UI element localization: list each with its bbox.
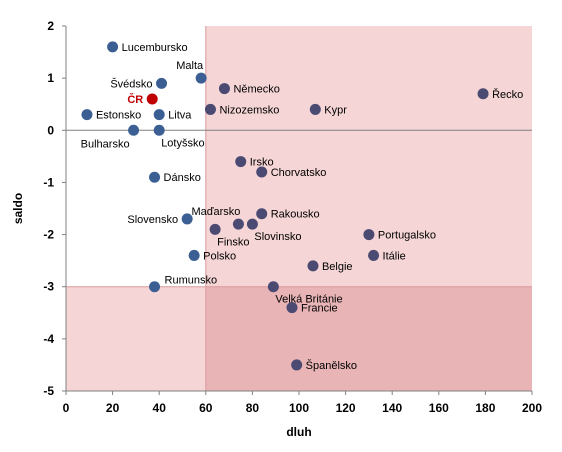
point-portugalsko xyxy=(363,229,375,241)
label-spanelsko: Španělsko xyxy=(306,359,357,372)
label-rakousko: Rakousko xyxy=(271,209,320,221)
y-tick-label: -4 xyxy=(43,332,54,346)
point-recko xyxy=(477,88,489,100)
label-litva: Litva xyxy=(168,110,192,122)
y-axis-title: saldo xyxy=(11,193,25,224)
region-light-1 xyxy=(66,286,206,391)
point-nizozemsko xyxy=(204,103,216,115)
label-italie: Itálie xyxy=(383,250,406,262)
point-kypr xyxy=(309,103,321,115)
label-kypr: Kypr xyxy=(324,104,347,116)
point-irsko xyxy=(235,156,247,168)
label-dansko: Dánsko xyxy=(164,172,201,184)
label-irsko: Irsko xyxy=(250,157,274,169)
y-tick-label: 2 xyxy=(47,19,54,33)
x-tick-label: 0 xyxy=(63,401,70,415)
x-tick-label: 20 xyxy=(106,401,120,415)
point-slovinsko xyxy=(246,218,258,230)
region-dark-2 xyxy=(205,286,533,391)
label-bulharsko: Bulharsko xyxy=(81,138,130,150)
y-tick-label: 1 xyxy=(47,71,54,85)
label-chorvatsko: Chorvatsko xyxy=(271,167,327,179)
reference-lines xyxy=(66,26,532,391)
x-axis-title: dluh xyxy=(286,425,311,439)
label-recko: Řecko xyxy=(492,88,523,101)
x-tick-label: 180 xyxy=(475,401,495,415)
point-malta xyxy=(195,72,207,84)
point-francie xyxy=(286,302,298,314)
point-bulharsko xyxy=(128,124,140,136)
point-lotyssko xyxy=(153,124,165,136)
label-estonsko: Estonsko xyxy=(96,110,141,122)
point-nemecko xyxy=(218,83,230,95)
y-tick-label: -1 xyxy=(43,175,54,189)
point-velka-britanie xyxy=(267,281,279,293)
label-polsko: Polsko xyxy=(203,250,236,262)
x-tick-label: 60 xyxy=(199,401,213,415)
point-slovensko xyxy=(181,213,193,225)
point-polsko xyxy=(188,249,200,261)
point-italie xyxy=(368,249,380,261)
label-lotyssko: Lotyšsko xyxy=(161,137,204,149)
x-tick-label: 120 xyxy=(336,401,356,415)
point-finsko xyxy=(209,223,221,235)
y-tick-label: -5 xyxy=(43,384,54,398)
point-rakousko xyxy=(256,208,268,220)
x-tick-label: 40 xyxy=(153,401,167,415)
data-points xyxy=(81,41,489,371)
x-tick-labels: 0 20 40 60 80 100 120 140 160 180 200 xyxy=(63,401,543,415)
y-tick-labels: 2 1 0 -1 -2 -3 -4 -5 xyxy=(43,19,54,398)
y-tick-label: 0 xyxy=(47,123,54,137)
point-chorvatsko xyxy=(256,166,268,178)
label-madarsko: Maďarsko xyxy=(191,206,240,218)
axes xyxy=(62,25,533,395)
point-lucembursko xyxy=(107,41,119,53)
x-tick-label: 80 xyxy=(246,401,260,415)
point-spanelsko xyxy=(291,359,303,371)
label-slovinsko: Slovinsko xyxy=(254,231,301,243)
label-cr: ČR xyxy=(127,93,143,106)
label-slovensko: Slovensko xyxy=(127,214,178,226)
y-tick-label: -2 xyxy=(43,228,54,242)
point-litva xyxy=(153,109,165,121)
point-estonsko xyxy=(81,109,93,121)
label-velka-britanie: Velká Británie xyxy=(275,294,342,306)
label-portugalsko: Portugalsko xyxy=(378,230,436,242)
data-labels: Lucembursko Malta Švédsko Německo ČR Estonsko… xyxy=(81,42,524,372)
label-belgie: Belgie xyxy=(322,261,353,273)
label-lucembursko: Lucembursko xyxy=(122,42,188,54)
label-malta: Malta xyxy=(176,60,204,72)
label-finsko: Finsko xyxy=(217,236,249,248)
point-belgie xyxy=(307,260,319,272)
x-tick-label: 160 xyxy=(429,401,449,415)
point-cr xyxy=(146,93,158,105)
label-francie: Francie xyxy=(301,303,338,315)
x-tick-label: 140 xyxy=(382,401,402,415)
label-nizozemsko: Nizozemsko xyxy=(219,104,279,116)
point-madarsko xyxy=(232,218,244,230)
x-tick-label: 200 xyxy=(522,401,542,415)
point-svedsko xyxy=(156,77,168,89)
y-tick-label: -3 xyxy=(43,280,54,294)
x-tick-label: 100 xyxy=(289,401,309,415)
label-nemecko: Německo xyxy=(233,84,279,96)
label-svedsko: Švédsko xyxy=(110,77,152,90)
label-rumunsko: Rumunsko xyxy=(165,275,218,287)
point-rumunsko xyxy=(149,281,161,293)
point-dansko xyxy=(149,171,161,183)
